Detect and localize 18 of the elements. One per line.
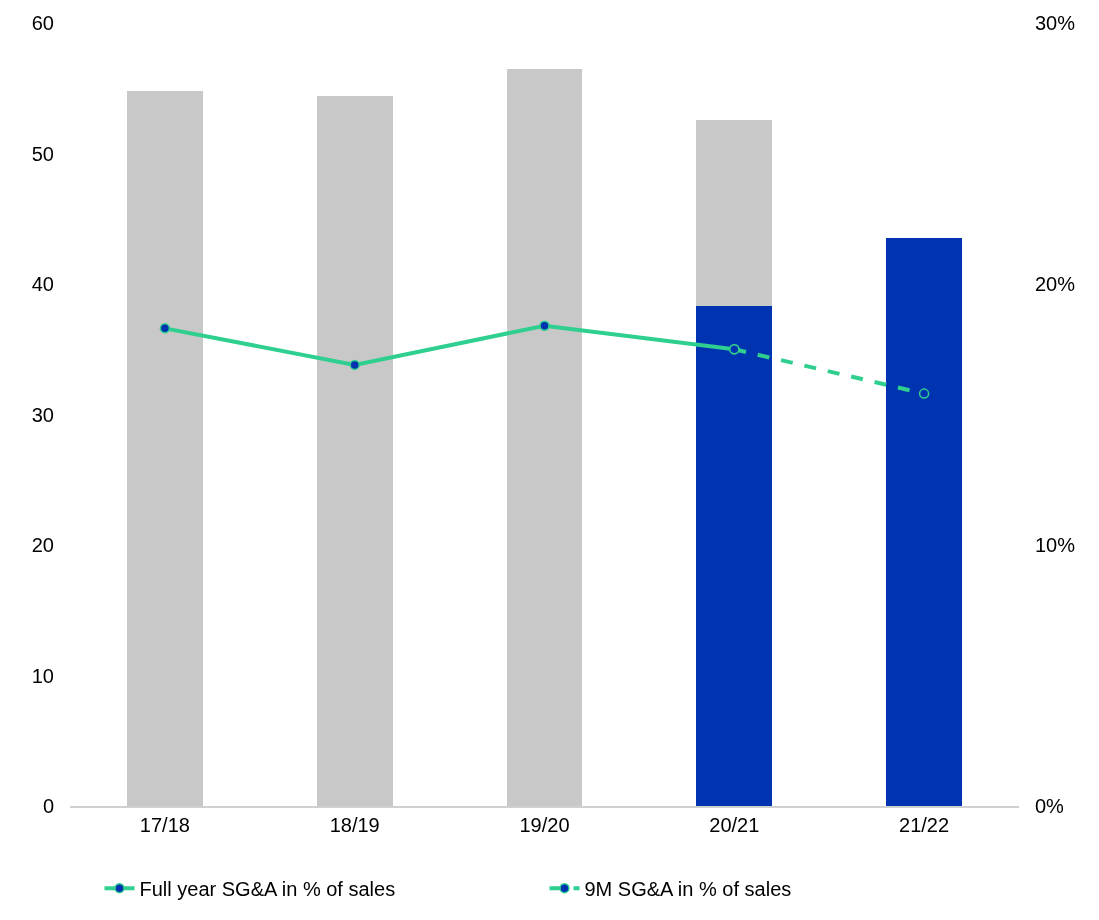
x-tick-label: 18/19 bbox=[329, 813, 380, 836]
y-tick-label: 20 bbox=[31, 534, 54, 556]
legend-label: Full year SG&A in % of sales bbox=[139, 877, 396, 900]
x-tick-label: 20/21 bbox=[709, 813, 760, 836]
y-tick-label: 40 bbox=[31, 273, 54, 295]
x-tick-label: 19/20 bbox=[519, 813, 570, 836]
y2-tick-label: 10% bbox=[1035, 534, 1076, 556]
y-tick-label: 50 bbox=[31, 142, 54, 165]
x-tick-label: 17/18 bbox=[139, 813, 190, 836]
y-tick-label: 0 bbox=[42, 795, 54, 817]
y-tick-label: 30 bbox=[31, 403, 54, 426]
y-tick-label: 10 bbox=[31, 664, 54, 687]
y2-tick-label: 0% bbox=[1035, 795, 1065, 817]
y2-tick-label: 20% bbox=[1035, 273, 1076, 295]
y-tick-label: 60 bbox=[31, 12, 54, 34]
y2-tick-label: 30% bbox=[1035, 12, 1076, 34]
x-tick-label: 21/22 bbox=[899, 813, 950, 836]
legend-label: 9M SG&A in % of sales bbox=[584, 877, 792, 900]
